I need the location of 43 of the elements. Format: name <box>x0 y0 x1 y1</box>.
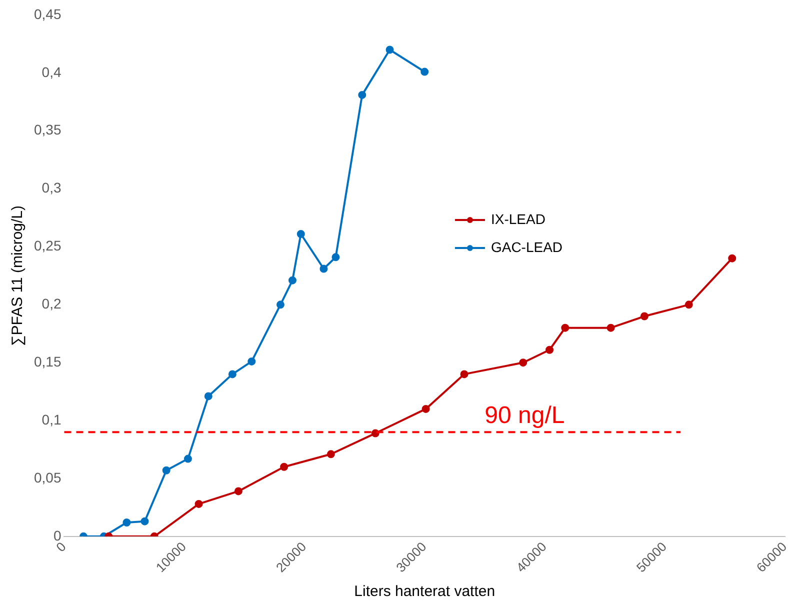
point <box>280 462 288 471</box>
ref-line-label: 90 ng/L <box>484 402 565 429</box>
point <box>228 370 236 378</box>
point <box>184 454 192 463</box>
legend-label: IX-LEAD <box>490 210 546 227</box>
point <box>606 324 615 332</box>
point <box>234 487 242 496</box>
point <box>326 450 335 458</box>
point <box>561 324 570 332</box>
point <box>358 90 366 99</box>
y-tick-label: 0,35 <box>34 122 62 138</box>
y-tick-label: 0,05 <box>34 469 62 486</box>
point <box>194 500 203 508</box>
point <box>728 254 736 262</box>
point <box>422 404 430 413</box>
y-tick-label: 0 <box>53 527 62 544</box>
point <box>204 392 212 400</box>
point <box>140 517 149 526</box>
y-tick-label: 0,4 <box>42 64 62 80</box>
point <box>460 370 468 378</box>
y-tick-label: 0,25 <box>34 238 62 254</box>
y-tick-label: 0,2 <box>42 296 62 312</box>
point <box>519 358 528 367</box>
point <box>248 357 256 366</box>
point <box>122 518 131 527</box>
point <box>162 466 170 474</box>
point <box>332 253 340 262</box>
point <box>320 264 328 273</box>
y-tick-label: 0,1 <box>42 411 62 428</box>
y-tick-label: 0,15 <box>34 353 62 370</box>
y-axis-title: ∑PFAS 11 (microg/L) <box>9 205 26 346</box>
y-tick-label: 0,3 <box>42 180 62 196</box>
point <box>420 68 429 76</box>
x-axis-title: Liters hanterat vatten <box>354 583 496 600</box>
point <box>546 346 554 354</box>
legend-label: GAC-LEAD <box>490 238 563 255</box>
point <box>640 312 648 320</box>
point <box>386 46 394 54</box>
y-tick-label: 0,45 <box>34 6 62 22</box>
point <box>296 230 305 238</box>
point <box>288 276 296 284</box>
point <box>684 300 693 309</box>
point <box>276 300 284 309</box>
